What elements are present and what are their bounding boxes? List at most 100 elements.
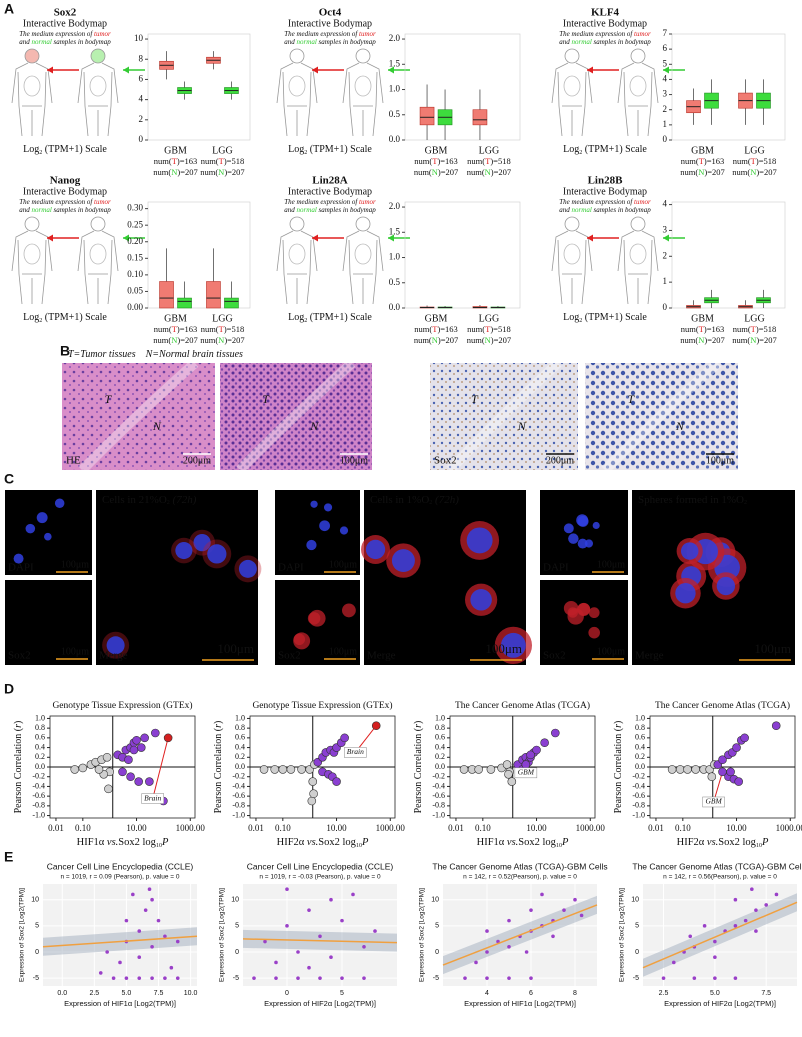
cell-sox2	[567, 607, 579, 618]
scale-label: Log2 (TPM+1) Scale	[23, 144, 107, 156]
image-title-part: (72h)	[170, 494, 197, 506]
x-tick-label: 5.0	[122, 990, 132, 997]
body-figure	[342, 216, 384, 305]
x-axis-label: Expression of HIF1α [Log2(TPM)]	[64, 999, 176, 1008]
x-axis-label-part: Sox2 log	[118, 837, 156, 848]
y-tick-label: 6	[139, 73, 144, 83]
scatter-point	[156, 918, 161, 923]
scatter-point	[274, 960, 278, 965]
y-tick-label: 1.0	[435, 713, 445, 722]
cell-nucleus	[563, 523, 574, 534]
arrow-head	[123, 234, 129, 242]
scatter-point	[274, 976, 278, 980]
scatter-point	[307, 965, 311, 970]
y-tick-label: 10	[31, 897, 39, 904]
sample-count: num(T)=518	[201, 324, 245, 334]
body-figure	[11, 216, 53, 305]
y-axis-label-part: r	[613, 724, 624, 728]
sample-count: num(N)=207	[467, 335, 511, 345]
y-tick-label: -0.4	[632, 781, 645, 790]
x-axis-label-part: vs.	[307, 837, 318, 848]
y-tick-label: 1.0	[235, 713, 245, 722]
scatter-point	[124, 755, 133, 765]
y-tick-label: 0	[435, 949, 439, 956]
tissue-boundary	[78, 359, 199, 474]
scatter-point	[579, 913, 584, 918]
scatter-point	[551, 728, 560, 738]
scatter-point	[147, 887, 152, 892]
annotation-label: Brain	[347, 747, 364, 756]
scatter-point	[750, 887, 754, 892]
y-tick-label: 0.15	[127, 252, 143, 262]
body-organs	[563, 243, 581, 265]
plot-frame	[404, 201, 521, 309]
scatter-point	[104, 784, 113, 794]
sample-count: num(N)=207	[467, 167, 511, 177]
scatter-point	[175, 976, 180, 980]
cell-nucleus	[207, 544, 227, 564]
body-organs	[89, 75, 107, 97]
x-axis-label-part: P	[761, 837, 769, 848]
y-tick-label: 0.4	[35, 742, 45, 751]
box	[206, 281, 221, 309]
bodymap-desc-part: The medium expression of	[284, 30, 359, 38]
y-tick-label: -0.2	[32, 772, 45, 781]
scatter-point	[713, 939, 717, 944]
bodymap-desc: and normal samples in bodymap	[19, 38, 111, 46]
scale-label-part: 2	[39, 318, 42, 324]
cell-nucleus	[577, 538, 588, 549]
sample-count-part: num(	[201, 156, 219, 166]
scatter-point	[532, 745, 541, 755]
bodymap-desc: and normal samples in bodymap	[284, 38, 376, 46]
y-tick-label: -0.2	[432, 772, 445, 781]
body-head	[24, 216, 40, 232]
y-tick-label: 10	[431, 897, 439, 904]
gene-name: Lin28A	[312, 175, 348, 187]
x-tick-label: 4	[485, 990, 489, 997]
y-axis-label: Expression of Sox2 [Log2(TPM)]	[619, 888, 626, 982]
scatter-point	[163, 733, 173, 743]
box	[224, 297, 239, 309]
scatter-point	[707, 772, 717, 782]
box	[177, 297, 192, 309]
y-axis-label-part: )	[413, 721, 424, 724]
plot-frame	[147, 33, 251, 141]
arrow-head	[47, 66, 53, 74]
sample-count-part: )=207	[224, 335, 244, 345]
sample-count-part: num(	[154, 324, 172, 334]
chart-title: Genotype Tissue Expression (GTEx)	[252, 700, 392, 711]
x-axis-label-part: Sox2 log	[318, 837, 356, 848]
y-axis-label: Expression of Sox2 [Log2(TPM)]	[19, 888, 26, 982]
bodymap-desc-part: The medium expression of	[19, 30, 94, 38]
scatter-point	[308, 777, 318, 786]
y-tick-label: 0.2	[435, 752, 445, 761]
bodymap-desc-part: The medium expression of	[559, 198, 634, 206]
sample-count-part: num(	[414, 324, 432, 334]
scatter-point	[329, 897, 333, 902]
arrow-head	[587, 234, 593, 242]
body-torso	[617, 62, 659, 137]
bodymap-subtitle: Interactive Bodymap	[563, 186, 647, 197]
scatter-point	[726, 767, 735, 777]
x-tick-label: 10.0	[184, 990, 198, 997]
scatter-point	[285, 887, 289, 892]
annotation-label: GBM	[518, 768, 535, 777]
bodymap-desc-part: tumor	[634, 198, 651, 206]
y-tick-label: 0.6	[235, 733, 245, 742]
body-organs	[288, 243, 306, 265]
sample-count-part: num(	[467, 335, 485, 345]
sample-count: num(N)=207	[414, 167, 458, 177]
sample-count-part: num(	[414, 167, 432, 177]
category-label: GBM	[164, 313, 187, 324]
category-label: LGG	[479, 145, 500, 156]
chart-title: Cancer Cell Line Encyclopedia (CCLE)	[247, 861, 394, 871]
sample-count-part: )=207	[224, 167, 244, 177]
body-torso	[276, 62, 318, 137]
category-label: LGG	[212, 313, 233, 324]
arrow-head	[587, 66, 593, 74]
sample-count: num(T)=163	[154, 324, 198, 334]
y-axis-label: Pearson Correlation (r)	[413, 721, 424, 814]
y-tick-label: 0.6	[35, 733, 45, 742]
image-title-part: Cells in 21%O	[102, 494, 167, 506]
panel-label: E	[4, 849, 13, 865]
